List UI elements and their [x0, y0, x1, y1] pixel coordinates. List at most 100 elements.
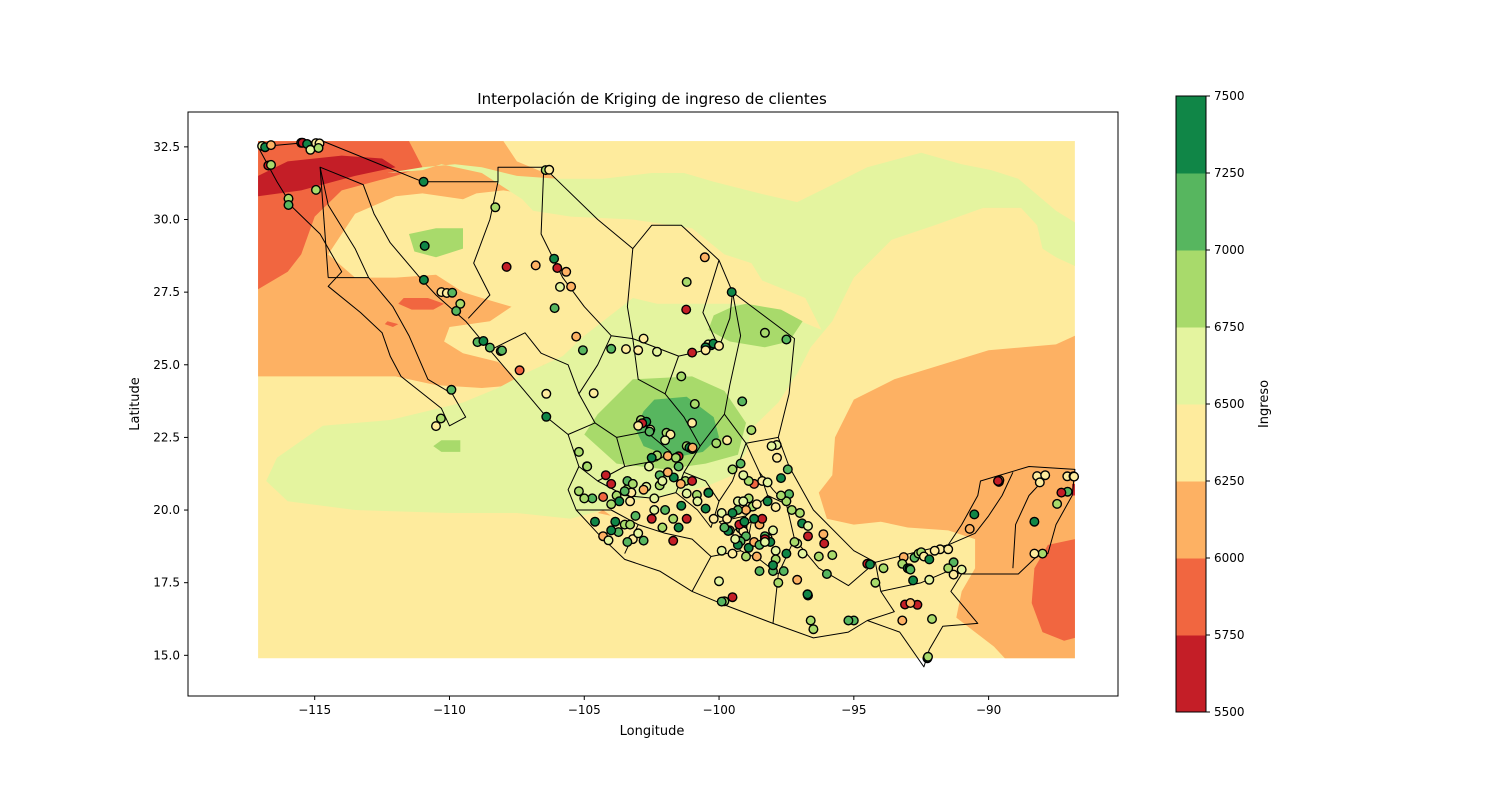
data-point	[782, 464, 793, 475]
data-point	[700, 503, 711, 514]
data-point	[625, 519, 636, 530]
data-point	[549, 253, 560, 264]
data-point	[897, 615, 908, 626]
colorbar-label: Ingreso	[1257, 380, 1272, 428]
data-point	[687, 442, 698, 453]
data-point	[555, 281, 566, 292]
data-point	[929, 545, 940, 556]
data-point	[708, 513, 719, 524]
data-point	[687, 347, 698, 358]
data-point	[603, 535, 614, 546]
data-point	[738, 496, 749, 507]
data-point	[1040, 470, 1051, 481]
data-point	[627, 478, 638, 489]
state-border-23	[867, 562, 895, 621]
y-tick-label: 20.0	[153, 503, 180, 517]
x-tick-label: −105	[568, 703, 601, 717]
data-point	[770, 502, 781, 513]
data-point	[735, 458, 746, 469]
colorbar-tick-label: 7500	[1214, 89, 1245, 103]
data-point	[762, 477, 773, 488]
x-tick-label: −90	[976, 703, 1001, 717]
data-point	[662, 467, 673, 478]
data-point	[878, 563, 889, 574]
colorbar-tick-label: 6500	[1214, 397, 1245, 411]
colorbar-segment	[1176, 404, 1206, 482]
kriging-contours	[258, 141, 1075, 659]
state-border-25	[948, 472, 1014, 546]
data-point	[924, 554, 935, 565]
data-point	[579, 493, 590, 504]
data-point	[786, 505, 797, 516]
data-point	[455, 298, 466, 309]
data-point	[687, 476, 698, 487]
contour-band-6000-4	[597, 510, 612, 516]
colorbar-tick-label: 7000	[1214, 243, 1245, 257]
data-point	[737, 396, 748, 407]
data-point	[676, 371, 687, 382]
data-point	[923, 651, 934, 662]
data-point	[606, 499, 617, 510]
y-tick-label: 25.0	[153, 358, 180, 372]
data-point	[749, 513, 760, 524]
data-point	[675, 478, 686, 489]
y-tick-label: 15.0	[153, 648, 180, 662]
data-point	[789, 537, 800, 548]
data-point	[759, 327, 770, 338]
axes-frame	[187, 111, 1119, 697]
data-point	[773, 577, 784, 588]
data-point	[606, 343, 617, 354]
data-point	[905, 564, 916, 575]
data-point	[993, 476, 1004, 487]
data-point	[711, 438, 722, 449]
data-point	[768, 525, 779, 536]
data-point	[746, 425, 757, 436]
data-point	[719, 522, 730, 533]
data-point	[266, 159, 277, 170]
data-point	[644, 426, 655, 437]
data-point	[1034, 477, 1045, 488]
data-point	[633, 345, 644, 356]
x-axis-label: Longitude	[620, 724, 685, 739]
data-point	[660, 505, 671, 516]
data-point	[741, 551, 752, 562]
data-point	[687, 417, 698, 428]
data-point	[638, 535, 649, 546]
data-point	[447, 287, 458, 298]
data-point	[600, 470, 611, 481]
data-point	[313, 142, 324, 153]
contour-band-6750-1	[433, 440, 461, 452]
data-point	[633, 420, 644, 431]
y-axis-label: Latitude	[128, 377, 143, 431]
data-point	[770, 545, 781, 556]
data-point	[530, 260, 541, 271]
y-tick-label: 17.5	[153, 576, 180, 590]
contour-band-5750-1	[1031, 539, 1075, 641]
colorbar-segment	[1176, 96, 1206, 174]
colorbar-segment	[1176, 558, 1206, 636]
data-point	[588, 388, 599, 399]
data-point	[566, 281, 577, 292]
data-point	[738, 470, 749, 481]
state-border-7	[723, 292, 779, 444]
data-point	[633, 528, 644, 539]
customer-points	[257, 137, 1080, 664]
colorbar-tick-label: 5500	[1214, 705, 1245, 719]
data-point	[657, 522, 668, 533]
data-point	[964, 523, 975, 534]
data-point	[827, 550, 838, 561]
data-point	[670, 452, 681, 463]
data-point	[805, 615, 816, 626]
data-point	[668, 535, 679, 546]
colorbar-segment	[1176, 327, 1206, 405]
contour-band-6000-0	[258, 141, 569, 388]
data-point	[673, 461, 684, 472]
data-point	[478, 336, 489, 347]
data-point	[311, 184, 322, 195]
data-point	[646, 452, 657, 463]
x-tick-label: −95	[841, 703, 866, 717]
data-point	[1056, 487, 1067, 498]
data-point	[948, 569, 959, 580]
y-tick-label: 30.0	[153, 213, 180, 227]
